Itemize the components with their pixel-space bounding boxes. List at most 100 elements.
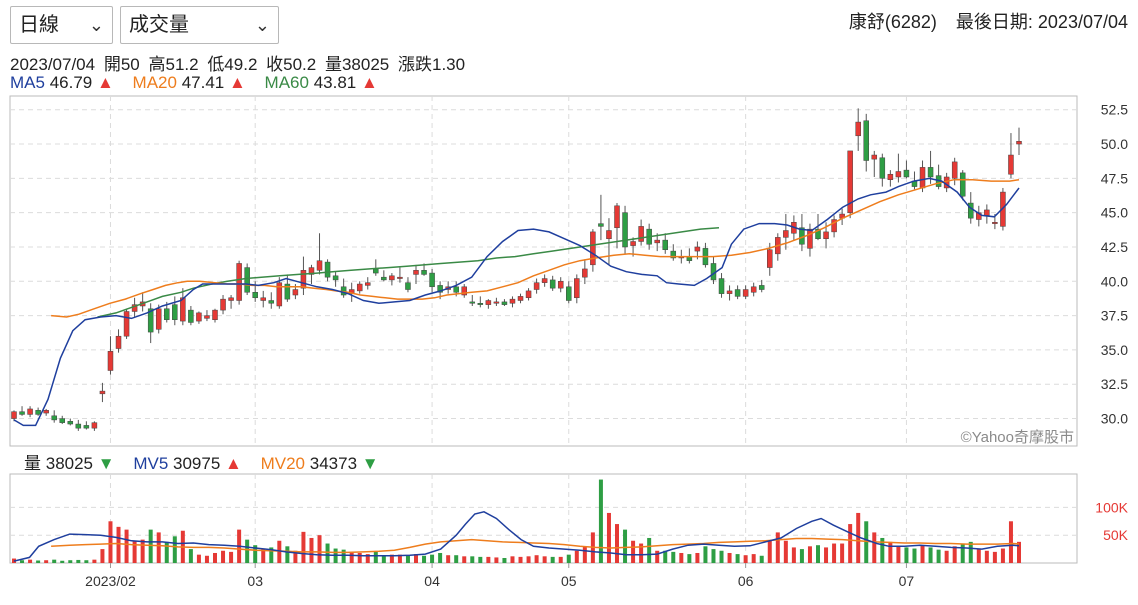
candle-body xyxy=(276,282,283,307)
volume-bar xyxy=(526,556,531,563)
candle-body xyxy=(557,281,564,289)
candle-body xyxy=(847,150,853,213)
candle-body xyxy=(27,408,33,415)
volume-bar xyxy=(639,543,644,563)
volume-bar xyxy=(840,543,845,563)
volume-bar xyxy=(1017,541,1021,563)
candle-body xyxy=(718,278,725,294)
volume-bar xyxy=(976,549,981,563)
period-select-value: 日線 xyxy=(19,14,59,36)
volume-bar xyxy=(188,549,193,563)
volume-bar xyxy=(430,554,435,563)
volume-bar xyxy=(928,547,933,563)
candle-body xyxy=(509,298,516,304)
candle-body xyxy=(742,289,749,297)
volume-bar xyxy=(727,552,732,563)
candle-body xyxy=(919,167,926,189)
volume-panel xyxy=(9,473,1078,564)
volume-bar xyxy=(566,554,571,563)
indicator-select-value: 成交量 xyxy=(129,14,189,36)
ma60-legend: MA60 43.81 ▲ xyxy=(265,73,378,92)
candle-body xyxy=(35,410,41,415)
ma5-arrow-icon: ▲ xyxy=(96,73,114,92)
volume-bar xyxy=(389,554,394,563)
volume-bar xyxy=(486,556,491,563)
volume-bar xyxy=(832,543,837,563)
price-tick-label: 35.0 xyxy=(1101,342,1128,358)
candle-body xyxy=(373,268,379,274)
candle-body xyxy=(750,286,757,293)
price-tick-label: 52.5 xyxy=(1101,102,1128,118)
volume-bar xyxy=(140,539,145,563)
candle-body xyxy=(670,250,677,259)
volume-bar xyxy=(767,540,772,563)
candle-body xyxy=(984,209,990,216)
price-tick-label: 37.5 xyxy=(1101,308,1128,324)
volume-tick-label: 100K xyxy=(1095,499,1128,515)
period-select[interactable]: 日線 ⌄ xyxy=(10,6,113,44)
ma20-legend: MA20 47.41 ▲ xyxy=(133,73,246,92)
candle-body xyxy=(91,422,98,429)
candle-body xyxy=(654,239,660,244)
candle-body xyxy=(887,173,894,180)
candle-body xyxy=(879,157,886,179)
candle-body xyxy=(308,267,315,275)
volume-bar xyxy=(719,550,724,563)
candle-body xyxy=(461,286,467,296)
volume-bar xyxy=(775,532,780,563)
volume-bar xyxy=(172,536,177,563)
candle-body xyxy=(863,120,869,161)
candle-body xyxy=(212,309,218,320)
volume-bar xyxy=(132,540,137,563)
volume-bar xyxy=(695,552,700,563)
candle-body xyxy=(164,308,170,320)
mv20-arrow-icon: ▼ xyxy=(361,454,379,473)
ma20-line xyxy=(51,178,1020,318)
candle-body xyxy=(437,285,443,293)
volume-bar xyxy=(373,551,378,563)
volume-bar xyxy=(920,545,925,563)
ma5-line xyxy=(13,177,1020,427)
candle-body xyxy=(365,282,371,286)
ohlc-open: 開50 xyxy=(103,55,140,74)
mv5-arrow-icon: ▲ xyxy=(225,454,242,473)
volume-legend: 量 38025 ▼ MV5 30975 ▲ MV20 34373 ▼ xyxy=(24,449,393,474)
volume-bar xyxy=(735,554,740,563)
indicator-select[interactable]: 成交量 ⌄ xyxy=(120,6,279,44)
candle-body xyxy=(332,275,339,281)
candle-body xyxy=(638,226,644,242)
volume-bar xyxy=(663,550,668,563)
candle-body xyxy=(356,283,363,292)
volume-bar xyxy=(414,554,418,563)
candle-body xyxy=(75,423,82,429)
candle-body xyxy=(147,308,154,333)
candle-body xyxy=(131,304,138,312)
volume-bar xyxy=(944,550,949,563)
volume-bar xyxy=(229,551,234,563)
volume-bar xyxy=(100,549,105,563)
candle-body xyxy=(582,268,588,278)
volume-bar xyxy=(518,556,523,563)
candle-body xyxy=(429,272,435,288)
candle-body xyxy=(694,246,701,252)
candle-body xyxy=(115,335,122,349)
volume-bar xyxy=(606,512,611,563)
price-tick-label: 50.0 xyxy=(1101,136,1128,152)
candle-body xyxy=(123,311,130,337)
volume-bar xyxy=(816,545,820,563)
volume-bar xyxy=(848,524,853,563)
candle-body xyxy=(823,231,829,239)
mv5-value: 30975 xyxy=(173,454,221,473)
mv20-label: MV20 xyxy=(260,454,306,473)
candle-body xyxy=(855,121,861,137)
candle-body xyxy=(252,292,258,299)
volume-bar xyxy=(301,531,306,563)
ohlc-close: 收50.2 xyxy=(266,55,317,74)
candle-body xyxy=(726,290,733,294)
candle-body xyxy=(453,286,459,293)
volume-bar xyxy=(52,559,57,563)
volume-bar xyxy=(687,554,692,563)
candle-body xyxy=(815,228,821,239)
mv20-legend: MV20 34373 ▼ xyxy=(261,454,379,473)
